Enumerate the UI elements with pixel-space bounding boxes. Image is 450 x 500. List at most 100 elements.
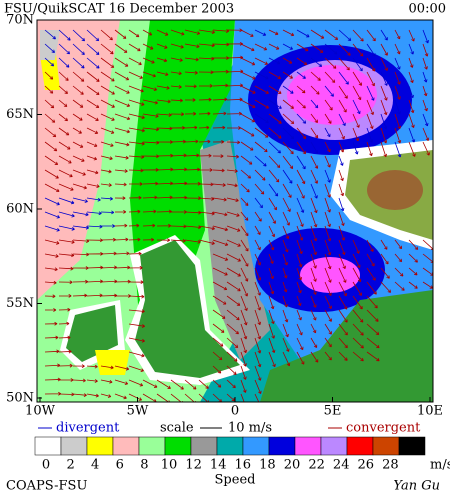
wind-arrow	[422, 127, 430, 142]
wind-arrow	[268, 309, 275, 325]
wind-arrow	[100, 155, 113, 161]
wind-arrow	[324, 29, 339, 40]
wind-arrow	[212, 139, 225, 144]
wind-arrow	[240, 29, 254, 37]
wind-arrow	[268, 225, 276, 238]
wind-arrow	[366, 281, 377, 295]
wind-arrow	[394, 85, 401, 100]
wind-arrow	[156, 99, 171, 104]
wind-arrow	[100, 224, 116, 228]
wind-arrow	[254, 239, 261, 251]
wind-arrow	[128, 280, 144, 285]
wind-arrow	[170, 379, 184, 390]
wind-arrow	[44, 99, 55, 109]
wind-arrow	[366, 337, 380, 349]
wind-arrow	[282, 295, 288, 308]
wind-arrow	[268, 197, 277, 211]
wind-arrow	[58, 183, 74, 191]
wind-arrow	[58, 85, 68, 94]
wind-arrow	[212, 225, 228, 232]
wind-arrow	[58, 57, 70, 68]
wind-arrow	[394, 57, 401, 70]
wind-arrow	[44, 308, 57, 312]
colorbar-label: 14	[210, 458, 227, 473]
wind-arrow	[352, 57, 363, 72]
wind-arrow	[310, 127, 319, 139]
wind-arrow	[380, 85, 388, 101]
wind-arrow	[324, 85, 334, 97]
wind-arrow	[142, 209, 157, 214]
wind-arrow	[282, 85, 294, 94]
wind-arrow	[86, 211, 102, 216]
footer-right: Yan Gu	[393, 479, 440, 494]
colorbar-cell	[320, 436, 348, 456]
wind-arrow	[268, 99, 282, 109]
wind-arrow	[86, 393, 99, 398]
wind-arrow	[240, 295, 248, 312]
wind-arrow	[254, 365, 262, 381]
wind-arrow	[380, 281, 392, 293]
wind-arrow	[114, 85, 130, 94]
wind-arrow	[128, 155, 145, 159]
wind-arrow	[128, 379, 144, 387]
wind-arrow	[310, 309, 317, 321]
wind-arrow	[156, 379, 171, 389]
colorbar-cell	[294, 436, 322, 456]
wind-arrow	[296, 29, 310, 38]
wind-arrow	[128, 393, 142, 401]
wind-arrow	[198, 70, 214, 75]
wind-arrow	[226, 211, 240, 217]
wind-arrow	[282, 323, 289, 338]
wind-arrow	[380, 127, 388, 144]
wind-arrow	[212, 197, 227, 202]
wind-arrow	[212, 183, 226, 187]
wind-arrow	[310, 141, 319, 154]
wind-arrow	[282, 43, 293, 50]
wind-arrow	[282, 99, 294, 109]
wind-arrow	[240, 43, 255, 52]
wind-arrow	[296, 267, 303, 281]
wind-arrow	[366, 127, 374, 143]
wind-arrow	[338, 239, 346, 255]
wind-arrow	[128, 265, 143, 270]
wind-arrow	[114, 71, 130, 81]
wind-arrow	[296, 309, 302, 321]
wind-arrow	[128, 294, 145, 299]
wind-arrow	[184, 43, 200, 49]
wind-arrow	[254, 337, 262, 354]
wind-arrow	[240, 183, 250, 193]
wind-arrow	[324, 281, 332, 296]
colorbar-cell	[34, 436, 62, 456]
wind-arrow	[128, 251, 142, 256]
colorbar-label: 12	[185, 458, 202, 473]
wind-arrow	[268, 57, 281, 65]
lat-label: 70N	[6, 13, 34, 28]
wind-arrow	[422, 281, 433, 289]
wind-arrow	[324, 211, 331, 228]
wind-arrow	[72, 183, 87, 190]
wind-arrow	[72, 378, 86, 383]
wind-arrow	[254, 267, 261, 281]
colorbar-label: 20	[284, 458, 301, 473]
colorbar-title: Speed	[215, 473, 256, 488]
wind-arrow	[254, 253, 261, 266]
wind-arrow	[324, 309, 332, 322]
wind-arrow	[86, 224, 103, 229]
wind-arrow	[282, 141, 294, 155]
wind-arrow	[142, 57, 155, 64]
wind-arrow	[44, 363, 61, 368]
wind-arrow	[240, 267, 249, 282]
wind-arrow	[268, 211, 276, 224]
wind-arrow	[366, 309, 379, 322]
wind-arrow	[408, 267, 418, 276]
wind-arrow	[240, 253, 249, 267]
wind-arrow	[212, 267, 228, 276]
wind-arrow	[114, 237, 129, 242]
wind-arrow	[100, 169, 112, 174]
wind-arrow	[212, 309, 226, 319]
wind-arrow	[282, 309, 289, 323]
wind-arrow	[142, 195, 158, 200]
wind-arrow	[156, 29, 169, 36]
wind-arrow	[296, 155, 306, 170]
wind-arrow	[310, 71, 321, 81]
